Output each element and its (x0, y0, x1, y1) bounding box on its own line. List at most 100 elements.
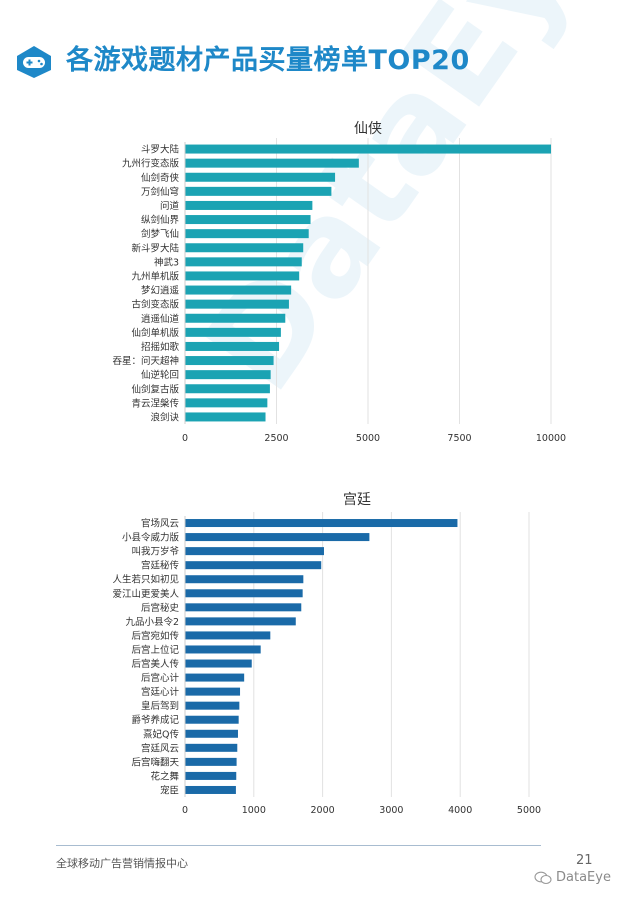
category-label: 新斗罗大陆 (131, 242, 179, 254)
category-label: 逍遥仙道 (141, 313, 180, 325)
chart-title: 宫廷 (343, 492, 371, 508)
bar (185, 215, 311, 225)
bar (185, 398, 268, 408)
bar (185, 519, 458, 528)
bar (185, 603, 302, 612)
bar (185, 327, 281, 337)
bar (185, 575, 304, 584)
x-tick-label: 7500 (447, 433, 471, 444)
category-label: 斗罗大陆 (141, 144, 180, 156)
category-label: 后宫心计 (141, 672, 180, 684)
category-label: 小县令威力版 (122, 532, 180, 544)
x-tick-label: 4000 (448, 805, 472, 816)
category-label: 剑梦飞仙 (141, 228, 179, 240)
bar (185, 313, 286, 323)
x-tick-label: 0 (182, 433, 188, 444)
category-label: 梦幻逍遥 (141, 285, 180, 297)
bar (185, 299, 289, 309)
bar (185, 285, 292, 295)
category-label: 神武3 (154, 256, 179, 268)
bar (185, 356, 274, 366)
category-label: 宫廷风云 (141, 742, 179, 754)
footer-divider (56, 845, 541, 846)
category-label: 后宫上位记 (131, 644, 179, 656)
category-label: 宫廷秘传 (141, 560, 180, 572)
category-label: 后宫美人传 (131, 658, 179, 670)
category-label: 问道 (160, 200, 180, 212)
bar (185, 757, 237, 766)
bar (185, 370, 271, 380)
category-label: 纵剑仙界 (141, 214, 180, 226)
x-tick-label: 5000 (356, 433, 380, 444)
x-tick-label: 1000 (242, 805, 266, 816)
gamepad-icon (17, 46, 51, 78)
category-label: 皇后驾到 (141, 700, 179, 712)
bar (185, 172, 336, 182)
category-label: 后宫宛如传 (131, 630, 179, 642)
bar (185, 715, 239, 724)
footer-source: 全球移动广告营销情报中心 (56, 857, 188, 870)
bar (185, 200, 313, 210)
bar (185, 158, 359, 168)
bar (185, 412, 266, 422)
bar (185, 785, 236, 794)
bar (185, 617, 296, 626)
bar (185, 186, 332, 196)
category-label: 爱江山更爱美人 (112, 588, 179, 600)
category-label: 浪剑诀 (150, 411, 179, 423)
category-label: 后宫秘史 (141, 602, 180, 614)
bar (185, 771, 237, 780)
bar (185, 271, 300, 281)
bar (185, 673, 245, 682)
category-label: 宫廷心计 (141, 686, 180, 698)
category-label: 古剑变态版 (131, 299, 179, 311)
category-label: 九州单机版 (131, 270, 179, 282)
bar (185, 729, 238, 738)
bar (185, 144, 551, 154)
chart-title: 仙侠 (354, 121, 382, 137)
bar (185, 631, 271, 640)
category-label: 青云涅槃传 (131, 397, 179, 409)
bar (185, 341, 280, 351)
x-tick-label: 2500 (264, 433, 288, 444)
category-label: 仙剑奇侠 (141, 172, 180, 184)
category-label: 熹妃Q传 (143, 728, 179, 740)
category-label: 仙逆轮回 (141, 369, 179, 381)
category-label: 招摇如歌 (141, 341, 180, 353)
category-label: 官场风云 (141, 518, 179, 530)
x-tick-label: 3000 (379, 805, 403, 816)
x-tick-label: 5000 (517, 805, 541, 816)
category-label: 九品小县令2 (125, 616, 179, 628)
bar (185, 701, 240, 710)
brand-badge: DataEye (534, 870, 611, 885)
x-tick-label: 0 (182, 805, 188, 816)
bar (185, 687, 241, 696)
bar (185, 547, 324, 556)
bar (185, 561, 322, 570)
category-label: 爵爷养成记 (131, 714, 179, 726)
page-number: 21 (576, 853, 593, 868)
category-label: 万剑仙穹 (141, 186, 179, 198)
brand-name: DataEye (556, 870, 611, 885)
bar (185, 533, 370, 542)
bar (185, 257, 302, 267)
bar (185, 645, 261, 654)
bar (185, 589, 303, 598)
bar (185, 243, 304, 253)
category-label: 吞星：问天超神 (112, 355, 179, 367)
page-title: 各游戏题材产品买量榜单TOP20 (66, 45, 470, 76)
category-label: 仙剑单机版 (131, 327, 179, 339)
category-label: 人生若只如初见 (112, 574, 179, 586)
category-label: 叫我万岁爷 (131, 546, 179, 558)
x-tick-label: 2000 (311, 805, 335, 816)
category-label: 九州行变态版 (122, 158, 180, 170)
x-tick-label: 10000 (536, 433, 566, 444)
bar (185, 384, 270, 394)
bar (185, 743, 238, 752)
bar (185, 229, 309, 239)
category-label: 宠臣 (160, 784, 179, 796)
category-label: 花之舞 (150, 770, 179, 782)
category-label: 仙剑复古版 (131, 383, 179, 395)
